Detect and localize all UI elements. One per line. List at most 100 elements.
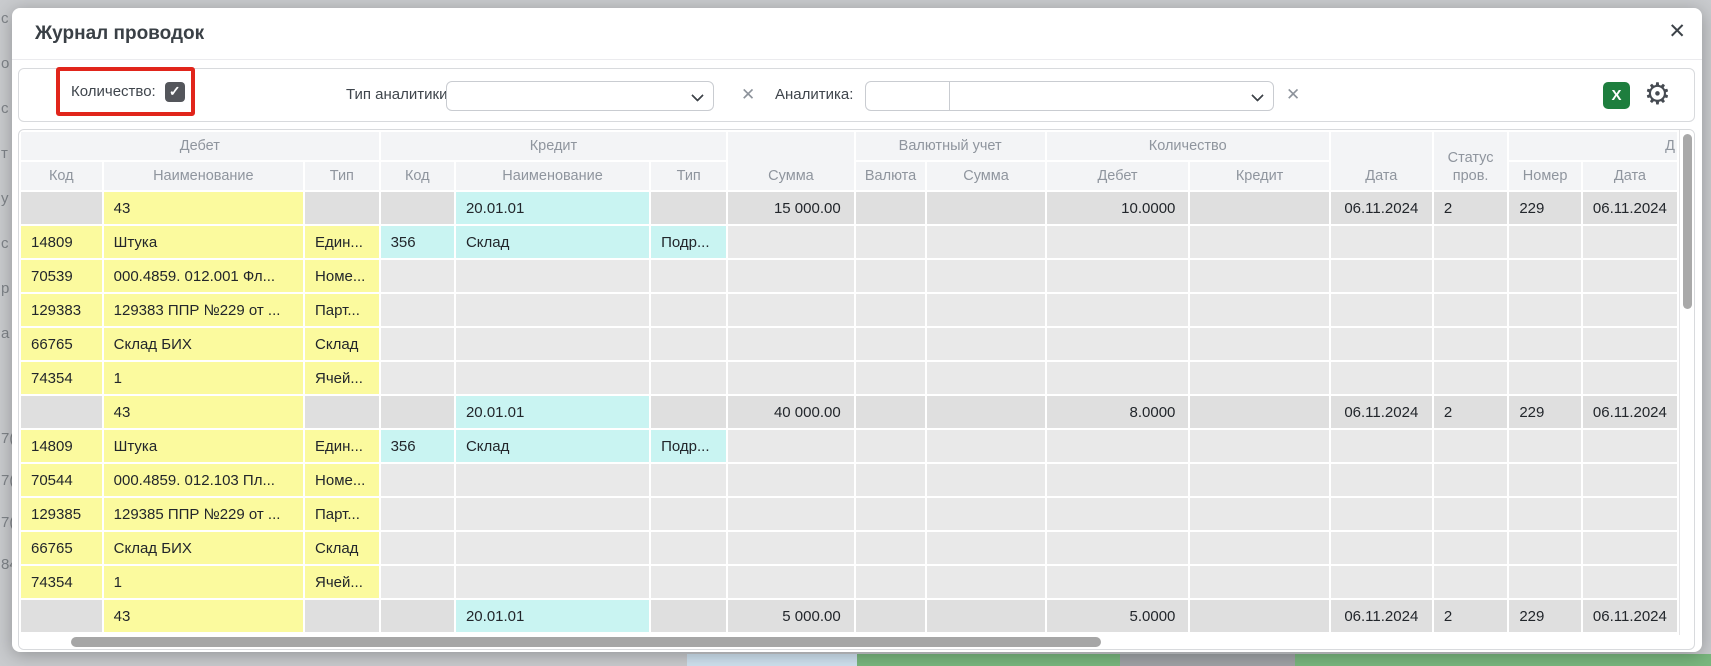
vertical-scrollbar[interactable] [1679,130,1694,635]
cell-amount[interactable] [728,532,854,564]
cell-credit-code[interactable] [380,328,454,360]
cell-date[interactable] [1330,328,1432,360]
posting-row[interactable]: 43 20.01.01 40 000.00 8.0000 06.11.2024 2 229 0… [21,396,1677,428]
cell-qty-credit[interactable] [1190,328,1329,360]
cell-credit-type[interactable] [651,464,727,496]
cell-credit-code[interactable] [380,566,454,598]
cell-doc-number[interactable] [1509,498,1581,530]
cell-date[interactable] [1330,430,1432,462]
cell-qty-debit[interactable] [1046,464,1189,496]
cell-debit-code[interactable]: 14809 [21,226,102,258]
cell-currency[interactable] [855,226,926,258]
cell-qty-credit[interactable] [1190,260,1329,292]
cell-doc-number[interactable] [1509,226,1581,258]
cell-debit-code[interactable]: 74354 [21,362,102,394]
cell-debit-type[interactable]: Един... [305,226,379,258]
cell-credit-type[interactable]: Подр... [651,430,727,462]
cell-doc-date[interactable] [1582,464,1677,496]
cell-debit-name[interactable]: 1 [103,566,304,598]
cell-qty-debit[interactable]: 5.0000 [1046,600,1189,632]
cell-doc-number[interactable]: 229 [1509,600,1581,632]
cell-status[interactable]: 2 [1433,192,1508,224]
cell-credit-code[interactable] [380,396,454,428]
cell-doc-number[interactable]: 229 [1509,192,1581,224]
cell-debit-name[interactable]: Склад БИХ [103,532,304,564]
cell-credit-type[interactable] [651,498,727,530]
cell-debit-name[interactable]: 129385 ППР №229 от ... [103,498,304,530]
cell-credit-type[interactable] [651,260,727,292]
cell-qty-credit[interactable] [1190,532,1329,564]
cell-currency[interactable] [855,192,926,224]
cell-credit-code[interactable] [380,600,454,632]
cell-status[interactable]: 2 [1433,396,1508,428]
cell-currency[interactable] [855,600,926,632]
cell-doc-date[interactable] [1582,566,1677,598]
cell-currency-amount[interactable] [927,430,1045,462]
cell-credit-type[interactable] [651,600,727,632]
cell-doc-date[interactable] [1582,498,1677,530]
cell-status[interactable] [1433,362,1508,394]
cell-debit-type[interactable]: Номе... [305,464,379,496]
cell-credit-code[interactable] [380,192,454,224]
cell-credit-type[interactable] [651,566,727,598]
cell-debit-type[interactable] [305,600,379,632]
analytics-clear-icon[interactable]: ✕ [1286,85,1301,104]
cell-qty-debit[interactable] [1046,498,1189,530]
cell-debit-type[interactable]: Един... [305,430,379,462]
cell-credit-name[interactable] [455,566,650,598]
cell-amount[interactable] [728,260,854,292]
cell-date[interactable] [1330,566,1432,598]
analytics-type-clear-icon[interactable]: ✕ [741,85,756,104]
cell-doc-number[interactable] [1509,532,1581,564]
cell-credit-code[interactable] [380,294,454,326]
cell-debit-type[interactable]: Парт... [305,294,379,326]
cell-doc-number[interactable] [1509,294,1581,326]
cell-date[interactable] [1330,294,1432,326]
cell-credit-code[interactable] [380,362,454,394]
cell-qty-debit[interactable] [1046,362,1189,394]
cell-credit-name[interactable] [455,328,650,360]
cell-debit-name[interactable]: 43 [103,192,304,224]
cell-debit-name[interactable]: 43 [103,600,304,632]
analytics-row[interactable]: 129383 129383 ППР №229 от ... Парт... [21,294,1677,326]
cell-credit-code[interactable]: 356 [380,226,454,258]
cell-credit-code[interactable] [380,260,454,292]
cell-debit-type[interactable]: Склад [305,328,379,360]
cell-qty-credit[interactable] [1190,226,1329,258]
cell-qty-debit[interactable] [1046,328,1189,360]
cell-currency-amount[interactable] [927,464,1045,496]
cell-doc-date[interactable] [1582,260,1677,292]
cell-doc-date[interactable] [1582,328,1677,360]
cell-credit-name[interactable]: Склад [455,430,650,462]
cell-status[interactable] [1433,294,1508,326]
analytics-row[interactable]: 14809 Штука Един... 356 Склад Подр... [21,226,1677,258]
cell-currency[interactable] [855,464,926,496]
cell-debit-code[interactable]: 14809 [21,430,102,462]
analytics-combo[interactable] [865,81,1274,111]
cell-date[interactable] [1330,498,1432,530]
cell-status[interactable] [1433,566,1508,598]
cell-currency-amount[interactable] [927,600,1045,632]
cell-status[interactable] [1433,226,1508,258]
cell-currency-amount[interactable] [927,362,1045,394]
analytics-row[interactable]: 66765 Склад БИХ Склад [21,328,1677,360]
cell-qty-credit[interactable] [1190,396,1329,428]
cell-currency[interactable] [855,532,926,564]
cell-credit-code[interactable]: 356 [380,430,454,462]
cell-status[interactable] [1433,532,1508,564]
analytics-row[interactable]: 70539 000.4859. 012.001 Фл... Номе... [21,260,1677,292]
cell-doc-number[interactable] [1509,464,1581,496]
close-icon[interactable]: ✕ [1668,20,1686,43]
cell-status[interactable] [1433,260,1508,292]
cell-doc-date[interactable] [1582,362,1677,394]
excel-export-button[interactable]: X [1603,82,1630,109]
cell-credit-name[interactable] [455,498,650,530]
cell-qty-credit[interactable] [1190,464,1329,496]
cell-credit-type[interactable] [651,192,727,224]
cell-debit-name[interactable]: 000.4859. 012.103 Пл... [103,464,304,496]
cell-credit-type[interactable] [651,532,727,564]
cell-doc-date[interactable] [1582,226,1677,258]
cell-credit-name[interactable] [455,464,650,496]
cell-currency-amount[interactable] [927,226,1045,258]
cell-debit-name[interactable]: 1 [103,362,304,394]
